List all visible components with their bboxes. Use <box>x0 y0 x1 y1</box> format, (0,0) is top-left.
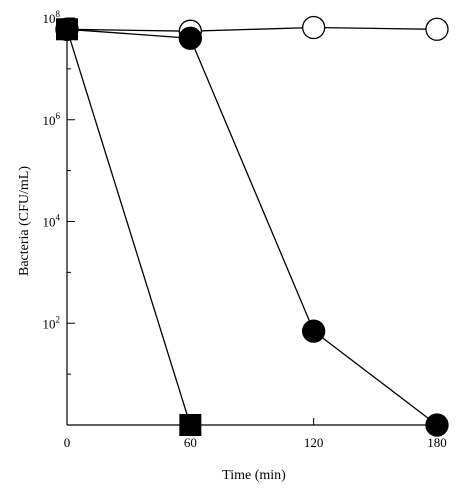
data-point-open-circle <box>425 17 449 41</box>
data-point-filled-circle <box>425 413 449 437</box>
y-tick-label: 104 <box>43 213 61 230</box>
series-line-filled-circle <box>66 28 438 426</box>
x-axis-title: Time (min) <box>222 468 286 483</box>
markers <box>55 15 449 437</box>
data-point-square <box>179 414 202 436</box>
x-tick-label: 120 <box>304 435 324 450</box>
ticks: 102 104 106 108 0 60 120 180 <box>43 9 447 450</box>
y-tick-label: 106 <box>43 111 61 128</box>
y-tick-label: 102 <box>43 314 61 331</box>
series-lines <box>66 26 438 426</box>
data-point-filled-circle <box>178 26 202 50</box>
data-point-open-circle <box>302 15 326 40</box>
x-tick-label: 60 <box>184 435 197 450</box>
series-line-open-circle <box>66 26 438 32</box>
data-point-square <box>56 18 78 41</box>
x-tick-label: 0 <box>64 435 71 450</box>
axes <box>66 18 441 426</box>
data-point-filled-circle <box>302 319 326 343</box>
series-line-filled-square <box>66 29 191 426</box>
x-tick-label: 180 <box>427 435 447 450</box>
y-axis-title: Bacteria (CFU/mL) <box>17 166 32 276</box>
y-tick-label: 108 <box>43 9 61 26</box>
